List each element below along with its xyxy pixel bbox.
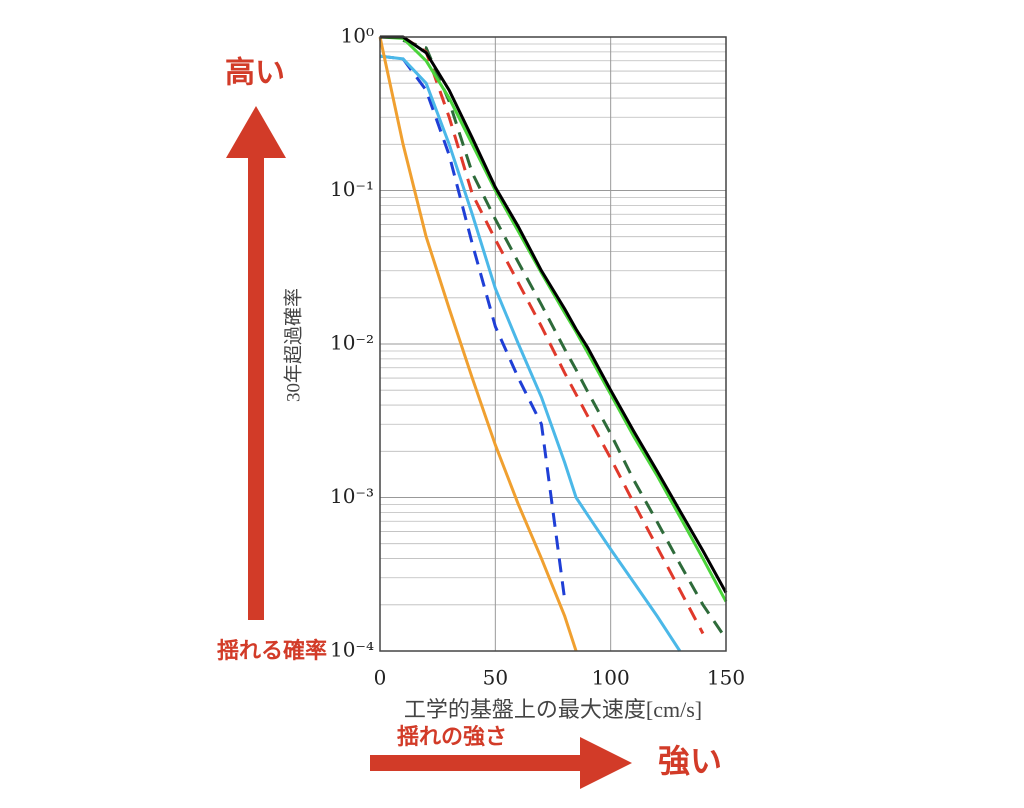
x-tick-label: 0 (374, 666, 387, 690)
y-tick-label: 10⁰ (341, 24, 374, 48)
annotation: 揺れの強さ (397, 724, 507, 750)
up-arrow-shaft (248, 156, 264, 620)
x-axis-label: 工学的基盤上の最大速度[cm/s] (404, 697, 702, 722)
annotation: 高い (225, 56, 285, 91)
y-tick-label: 10⁻³ (330, 484, 374, 508)
annotation: 強い (658, 742, 722, 780)
right-arrow-shaft (370, 755, 582, 771)
series-line (402, 35, 705, 635)
x-tick-label: 50 (483, 666, 508, 690)
x-tick-label: 100 (592, 666, 630, 690)
right-arrow (580, 737, 632, 789)
series-line (402, 38, 728, 640)
x-tick-label: 150 (707, 666, 745, 690)
annotation: 揺れる確率 (217, 638, 327, 664)
y-tick-label: 10⁻² (330, 331, 374, 355)
series-line (380, 35, 728, 594)
y-tick-label: 10⁻¹ (330, 177, 374, 201)
series-line (379, 54, 682, 652)
series-line (379, 35, 728, 603)
y-axis-label: 30年超過確率 (282, 288, 304, 402)
series-line (378, 36, 578, 652)
y-tick-label: 10⁻⁴ (330, 638, 374, 662)
up-arrow (226, 106, 286, 158)
plot-frame (379, 36, 727, 652)
series-line (379, 54, 567, 599)
